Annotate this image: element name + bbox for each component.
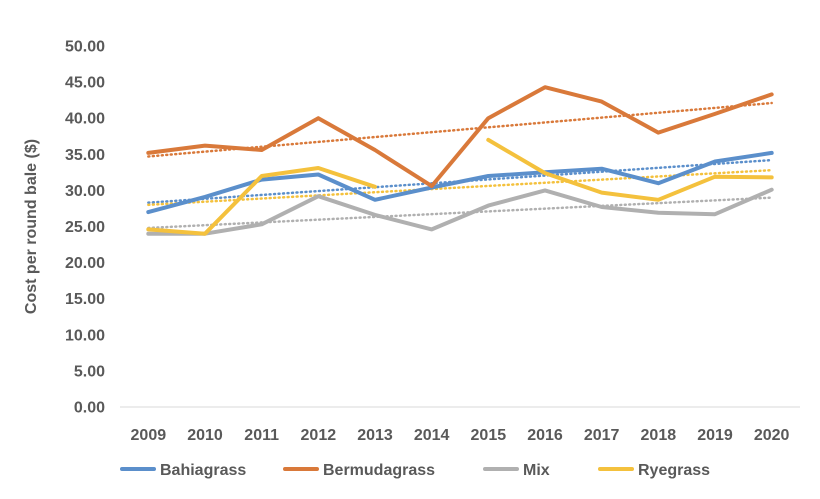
x-tick-label: 2013 [357, 427, 393, 444]
x-tick-label: 2016 [527, 427, 563, 444]
legend-item: Bermudagrass [283, 462, 435, 479]
y-tick-label: 10.00 [65, 327, 105, 344]
y-axis-title: Cost per round bale ($) [23, 139, 40, 314]
legend-label: Mix [523, 462, 550, 479]
x-tick-label: 2009 [131, 427, 167, 444]
series-line-bahiagrass [146, 150, 774, 215]
legend-label: Ryegrass [638, 462, 710, 479]
series-lines [146, 85, 774, 236]
x-tick-label: 2019 [697, 427, 733, 444]
x-tick-label: 2010 [187, 427, 223, 444]
x-tick-label: 2018 [641, 427, 677, 444]
y-tick-label: 40.00 [65, 111, 105, 128]
legend-label: Bermudagrass [323, 462, 435, 479]
legend-item: Ryegrass [598, 462, 710, 479]
legend-item: Mix [483, 462, 550, 479]
series-line-ryegrass [146, 137, 774, 236]
y-tick-label: 0.00 [74, 400, 105, 417]
trendline-ryegrass [147, 168, 773, 207]
y-tick-label: 50.00 [65, 39, 105, 56]
legend-item: Bahiagrass [120, 462, 246, 479]
y-tick-label: 35.00 [65, 147, 105, 164]
y-tick-label: 20.00 [65, 255, 105, 272]
x-tick-label: 2015 [471, 427, 507, 444]
x-tick-label: 2017 [584, 427, 620, 444]
y-tick-label: 5.00 [74, 363, 105, 380]
x-tick-label: 2020 [754, 427, 790, 444]
legend: Bahiagrass Bermudagrass Mix Ryegrass [120, 462, 710, 479]
x-axis-ticks: 2009 2010 2011 2012 2013 2014 2015 2016 2017 2018… [131, 427, 790, 444]
y-tick-label: 45.00 [65, 75, 105, 92]
x-tick-label: 2011 [244, 427, 279, 444]
trendlines [147, 101, 773, 230]
series-line-mix [146, 187, 774, 236]
y-tick-label: 30.00 [65, 183, 105, 200]
x-tick-label: 2012 [301, 427, 337, 444]
y-axis-ticks: 0.00 5.00 10.00 15.00 20.00 25.00 30.00 35.00 40… [65, 39, 105, 417]
legend-label: Bahiagrass [160, 462, 246, 479]
y-tick-label: 25.00 [65, 219, 105, 236]
y-tick-label: 15.00 [65, 291, 105, 308]
trendline-mix [147, 196, 773, 230]
series-line-bermudagrass [146, 85, 774, 189]
x-tick-label: 2014 [414, 427, 450, 444]
